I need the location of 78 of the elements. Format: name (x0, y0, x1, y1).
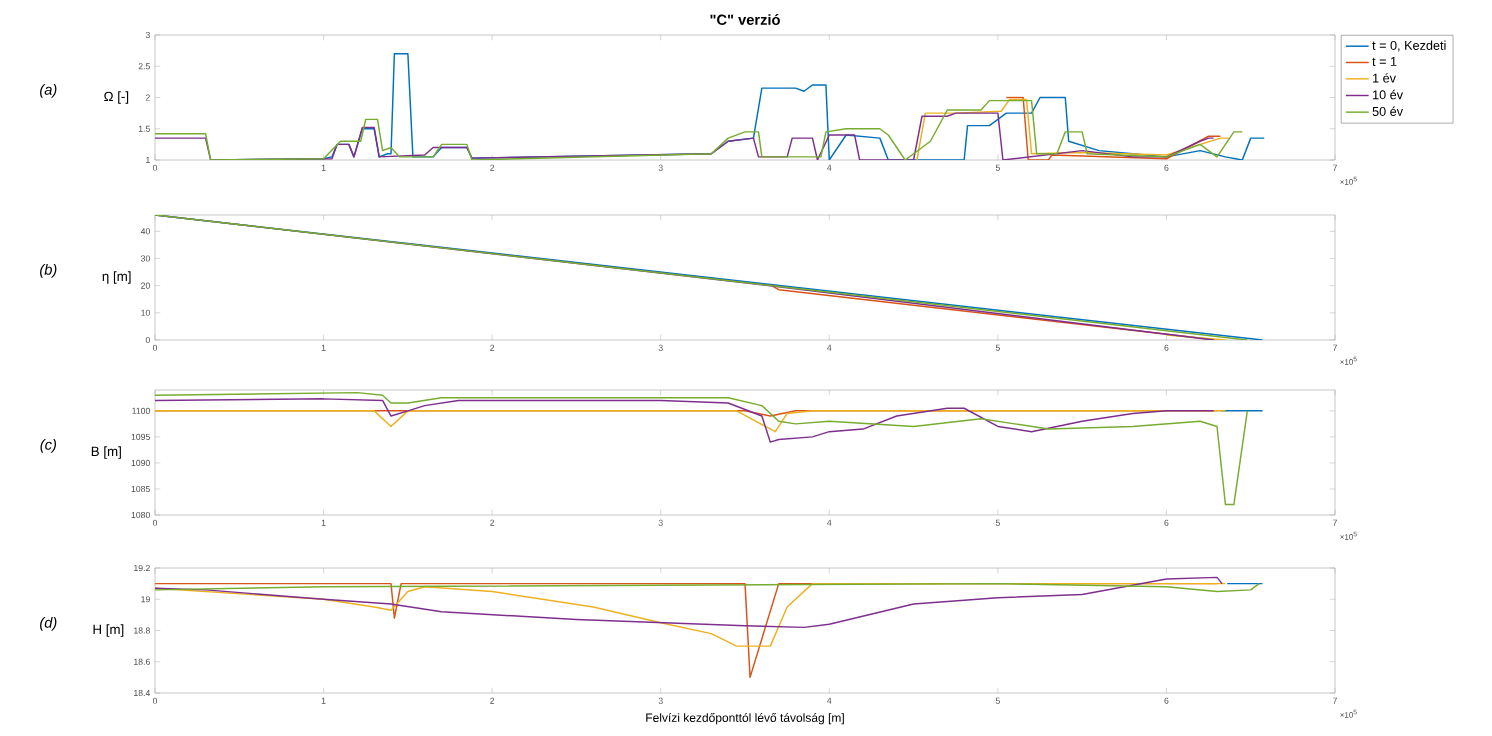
y-axis-title: Ω [-] (104, 91, 129, 104)
x-axis-title: Felvízi kezdőponttól lévő távolság [m] (646, 713, 844, 725)
y-tick-label: 0 (145, 336, 150, 344)
text: (a) (40, 84, 57, 98)
x-tick-label: 2 (490, 697, 495, 704)
x-tick-label: 7 (1333, 519, 1337, 526)
text: ×10$^{5}$ (1340, 176, 1357, 185)
y-tick-label: 18.6 (134, 658, 150, 665)
line-series (155, 576, 1223, 629)
x-tick-label: 7 (1333, 697, 1337, 704)
y-tick-label: 1090 (131, 459, 150, 466)
legend-label: 50 év (1372, 106, 1404, 116)
x-tick-label: 5 (995, 697, 1000, 704)
y-tick-label: 1085 (131, 485, 150, 493)
chart-title: "C" verzió (710, 14, 780, 25)
x-tick-label: 4 (827, 697, 832, 704)
text: ×10$^{5}$ (1340, 531, 1357, 540)
x-tick-label: 4 (827, 344, 832, 351)
y-tick-label: 30 (140, 255, 150, 262)
y-tick-label: 1080 (131, 511, 150, 519)
x-tick-label: 3 (658, 519, 663, 526)
y-tick-label: 40 (140, 228, 150, 235)
legend-label: 10 év (1373, 89, 1404, 100)
x-tick-label: 1 (321, 344, 326, 351)
x-tick-label: 2 (490, 519, 495, 526)
x-tick-label: 2 (490, 344, 495, 351)
y-tick-label: 2.5 (138, 63, 150, 70)
y-tick-label: 1 (146, 157, 150, 163)
x-tick-label: 5 (995, 344, 1000, 351)
y-tick-label: 1095 (131, 433, 150, 440)
x-tick-label: 6 (1164, 164, 1169, 171)
x-tick-label: 2 (490, 164, 495, 171)
y-tick-label: 1.5 (138, 125, 150, 132)
y-tick-label: 19 (141, 596, 150, 603)
x-tick-label: 0 (152, 519, 158, 526)
line-series (155, 410, 1227, 433)
x-tick-label: 5 (995, 164, 1000, 171)
y-tick-label: 18.8 (134, 627, 150, 634)
x-tick-label: 4 (827, 519, 832, 526)
text: (d) (40, 617, 57, 631)
line-series (155, 391, 1249, 506)
legend-label: 1 év (1373, 73, 1396, 83)
x-tick-label: 6 (1164, 519, 1169, 526)
y-axis-title: H [m] (93, 624, 124, 637)
legend-label: t = 0, Kezdeti (1372, 40, 1446, 52)
x-tick-label: 1 (321, 164, 326, 171)
legend-label: t = 1 (1372, 57, 1397, 66)
line-series (1005, 96, 1222, 160)
x-tick-label: 6 (1164, 697, 1169, 704)
y-tick-label: 3 (145, 31, 150, 39)
text: ×10$^{5}$ (1340, 709, 1357, 718)
y-axis-title: η [m] (102, 271, 131, 284)
y-tick-label: 2 (145, 94, 150, 101)
x-tick-label: 3 (658, 697, 663, 704)
text: (b) (40, 264, 57, 278)
x-tick-label: 3 (658, 164, 663, 171)
y-tick-label: 20 (141, 282, 150, 289)
x-tick-label: 0 (152, 164, 158, 171)
x-tick-label: 7 (1333, 344, 1337, 351)
y-tick-label: 1100 (132, 407, 150, 414)
y-tick-label: 18.4 (134, 689, 151, 697)
x-tick-label: 7 (1333, 164, 1337, 171)
x-tick-label: 1 (321, 519, 326, 526)
x-tick-label: 1 (321, 697, 326, 704)
y-tick-label: 10 (141, 309, 150, 316)
x-tick-label: 6 (1164, 344, 1169, 351)
x-tick-label: 5 (995, 519, 1000, 526)
line-series (155, 99, 1244, 160)
y-axis-title: B [m] (91, 446, 121, 459)
text: (c) (40, 439, 57, 453)
x-tick-label: 3 (658, 344, 663, 351)
line-series (155, 582, 1260, 593)
line-series (155, 398, 1215, 443)
text: ×10$^{5}$ (1340, 356, 1357, 365)
x-tick-label: 0 (152, 344, 158, 351)
y-tick-label: 19.2 (134, 564, 150, 572)
x-tick-label: 0 (152, 697, 158, 704)
x-tick-label: 4 (827, 164, 832, 171)
